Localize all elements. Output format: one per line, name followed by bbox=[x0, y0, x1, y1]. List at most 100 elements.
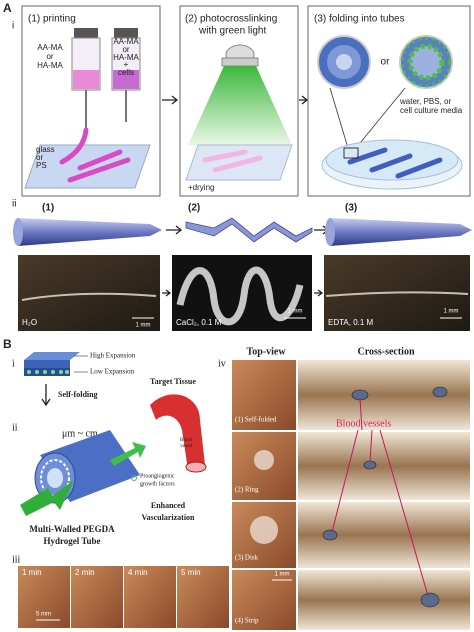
ink-label: cells bbox=[118, 68, 134, 77]
column-title: Top-view bbox=[246, 346, 286, 357]
bilayer bbox=[24, 352, 80, 376]
step-label: Self-folding bbox=[58, 390, 98, 399]
implant bbox=[250, 516, 278, 544]
scale-label: 5 mm bbox=[36, 612, 51, 618]
cross-section-photo bbox=[298, 570, 470, 630]
substrate-label: PS bbox=[36, 161, 47, 170]
blood-vessel bbox=[150, 394, 207, 473]
coil-image bbox=[176, 266, 304, 326]
step-title: with green light bbox=[198, 26, 266, 37]
part-label: ii bbox=[12, 422, 18, 433]
arrow bbox=[166, 225, 183, 235]
layer-label: Low Expansion bbox=[90, 368, 135, 376]
panel-label: A bbox=[3, 1, 12, 15]
ink-label: or bbox=[46, 52, 53, 61]
ink-label: AA-MA bbox=[113, 37, 139, 46]
tissue-label: Target Tissue bbox=[150, 377, 196, 386]
panel-label: B bbox=[3, 337, 12, 351]
outcome-label: Enhanced bbox=[151, 501, 186, 510]
part-label: i bbox=[12, 21, 14, 32]
column-title: Cross-section bbox=[357, 346, 414, 357]
hydrogel-tube bbox=[20, 430, 146, 516]
rolled-tube bbox=[18, 218, 162, 246]
tube-label: Hydrogel Tube bbox=[43, 536, 100, 546]
petri-dish bbox=[321, 139, 463, 190]
drying-label: +drying bbox=[188, 183, 214, 192]
part-label: iv bbox=[218, 358, 226, 369]
media-label: water, PBS, or bbox=[399, 97, 451, 106]
arrow bbox=[299, 95, 309, 105]
printed-strip bbox=[59, 127, 131, 183]
medium-label: H₂O bbox=[22, 318, 37, 327]
vial bbox=[71, 28, 141, 130]
part-label: ii bbox=[12, 199, 16, 210]
step-title: (2) photocrosslinking bbox=[185, 14, 277, 25]
ink-label: AA-MA bbox=[37, 43, 63, 52]
time-label: 2 min bbox=[75, 568, 95, 577]
arrow bbox=[162, 289, 172, 297]
tube-cross-section bbox=[317, 35, 453, 89]
arrow bbox=[314, 289, 324, 297]
rolled-tube bbox=[330, 218, 472, 246]
vessel-label: Blood bbox=[180, 438, 193, 443]
step-title: (1) printing bbox=[28, 14, 76, 25]
step-title: (3) folding into tubes bbox=[314, 14, 405, 25]
rolled-tube bbox=[325, 218, 335, 246]
growth-label: Proangiogenic bbox=[140, 473, 175, 479]
time-label: 1 min bbox=[22, 568, 42, 577]
top-view-photo bbox=[232, 360, 296, 430]
time-frame bbox=[177, 566, 229, 628]
scale-label: 1 mm bbox=[136, 323, 151, 329]
vessel-section bbox=[322, 386, 448, 608]
growth-label: growth factors bbox=[140, 480, 175, 487]
sample-label: (4) Strip bbox=[235, 617, 259, 625]
scale-label: 1 mm bbox=[444, 309, 459, 315]
ink-label: HA-MA bbox=[113, 53, 139, 62]
pointer bbox=[331, 397, 429, 597]
rolled-tube bbox=[13, 218, 23, 246]
sample-label: (2) Ring bbox=[235, 486, 259, 494]
vessel-label: vessel bbox=[180, 444, 193, 449]
arrow bbox=[162, 95, 179, 105]
outcome-label: Vascularization bbox=[141, 513, 195, 522]
legend-dot bbox=[131, 475, 137, 481]
callout bbox=[355, 87, 406, 149]
step-box bbox=[179, 5, 299, 197]
stage-label: (3) bbox=[345, 203, 357, 214]
arrow bbox=[41, 384, 51, 407]
step-box bbox=[307, 5, 471, 197]
ink-label: or bbox=[122, 45, 129, 54]
sample-label: (3) Disk bbox=[235, 554, 259, 562]
medium-label: CaCl₂, 0.1 M bbox=[176, 318, 222, 327]
callout bbox=[329, 87, 349, 149]
substrate-label: or bbox=[36, 153, 43, 162]
tube-image bbox=[325, 291, 469, 297]
media-label: cell culture media bbox=[400, 106, 463, 115]
unrolled-strip bbox=[185, 217, 313, 243]
tube-image bbox=[21, 292, 157, 301]
sample-label: (1) Self-folded bbox=[235, 416, 277, 424]
stage-label: (2) bbox=[188, 203, 200, 214]
or-label: or bbox=[381, 57, 391, 68]
stage-label: (1) bbox=[42, 203, 54, 214]
substrate-label: glass bbox=[36, 145, 55, 154]
scale-label: 1 mm bbox=[288, 309, 303, 315]
vessels-label: Blood vessels bbox=[336, 418, 391, 429]
time-frame bbox=[71, 566, 123, 628]
part-label: iii bbox=[12, 554, 21, 565]
implant bbox=[254, 450, 274, 470]
ink-label: HA-MA bbox=[37, 61, 63, 70]
step-box bbox=[21, 5, 161, 197]
tube-label: Multi-Walled PEGDA bbox=[29, 524, 115, 534]
time-frame bbox=[18, 566, 70, 628]
scale-label: 1 mm bbox=[275, 572, 290, 578]
printed-strip bbox=[202, 149, 263, 173]
part-label: i bbox=[12, 358, 15, 369]
ink-label: + bbox=[124, 60, 129, 69]
layer-label: High Expansion bbox=[90, 352, 136, 360]
time-label: 4 min bbox=[128, 568, 148, 577]
size-label: μm ~ cm bbox=[62, 428, 98, 439]
lamp bbox=[188, 44, 292, 145]
